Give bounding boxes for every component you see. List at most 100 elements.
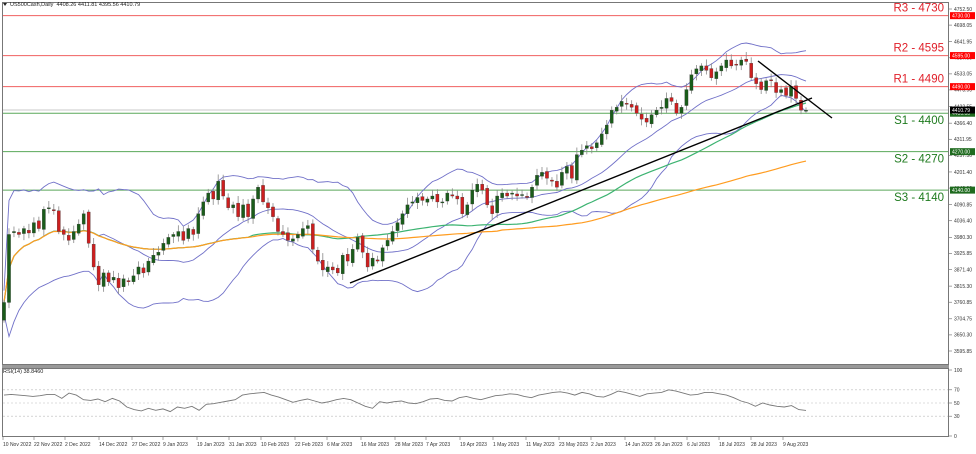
bear-candle	[375, 259, 380, 262]
bull-candle	[196, 213, 201, 234]
bull-candle	[7, 234, 11, 303]
bull-candle	[151, 255, 156, 263]
bull-candle	[76, 223, 81, 234]
bear-candle	[286, 232, 290, 241]
bull-candle	[764, 80, 768, 91]
level-price-tag	[950, 148, 975, 156]
rsi-axis[interactable]: 100 70 50 30 0	[949, 368, 963, 440]
bull-candle	[32, 222, 36, 234]
price-tick-label: 4698.05	[954, 23, 972, 29]
bull-candle	[719, 65, 724, 72]
rsi-header: RSI(14) 38.8460	[3, 369, 44, 375]
bull-candle	[101, 272, 106, 287]
rsi-pane-frame	[2, 368, 949, 437]
price-tick-label: 4311.95	[954, 137, 972, 143]
bear-candle	[729, 59, 734, 67]
price-tick-label: 3650.30	[954, 333, 972, 339]
bull-candle	[465, 204, 470, 215]
bollinger-lower	[3, 94, 807, 339]
bull-candle	[111, 277, 116, 281]
price-tick-label: 4036.40	[954, 219, 972, 225]
time-tick-label: 9 Aug 2023	[783, 442, 809, 448]
bull-candle	[609, 110, 614, 124]
rsi-tick-label: 50	[954, 401, 960, 407]
price-axis[interactable]: 4752.504698.054641.954587.504533.054478.…	[949, 7, 975, 355]
level-price-tag	[950, 186, 975, 194]
candlesticks	[2, 52, 808, 323]
bull-candle	[520, 194, 524, 196]
level-label-s2: S2 - 4270	[894, 154, 944, 166]
bear-candle	[281, 231, 285, 235]
rsi-tick-label: 70	[954, 388, 960, 394]
ohlc-values: 4408.26 4411.81 4395.56 4410.79	[56, 2, 141, 8]
bull-candle	[301, 228, 305, 237]
bear-candle	[734, 63, 739, 66]
bull-candle	[216, 181, 220, 201]
bull-candle	[350, 249, 355, 263]
bear-candle	[644, 118, 649, 123]
bull-candle	[410, 201, 415, 204]
bull-candle	[689, 74, 694, 91]
bull-candle	[136, 266, 141, 275]
bull-candle	[540, 172, 544, 177]
main-pane: R3 - 4730 R2 - 4595 R1 - 4490 S1 - 4400 S2 -…	[2, 2, 949, 365]
time-tick-label: 26 Jun 2023	[655, 442, 683, 448]
bear-candle	[754, 77, 758, 84]
rsi-line	[3, 389, 807, 413]
price-tick-label: 4090.85	[954, 202, 972, 208]
price-tick-label: 4478.90	[954, 88, 972, 94]
time-tick-label: 31 Jan 2023	[229, 442, 257, 448]
main-pane-frame	[2, 2, 949, 365]
price-tick-label: 4201.40	[954, 170, 972, 176]
price-tick-label: 3980.30	[954, 235, 972, 241]
bull-candle	[395, 222, 400, 231]
pane-separator[interactable]	[2, 365, 949, 368]
bull-candle	[779, 89, 783, 93]
bull-candle	[121, 278, 126, 287]
bear-candle	[545, 171, 549, 179]
bull-candle	[619, 101, 624, 107]
time-tick-label: 19 Jan 2023	[197, 442, 225, 448]
collapse-triangle-icon[interactable]	[3, 3, 7, 7]
descending-trendline[interactable]	[757, 60, 833, 119]
bull-candle	[296, 234, 300, 239]
price-tick-label: 4257.50	[954, 153, 972, 159]
bear-candle	[774, 82, 778, 93]
bull-candle	[370, 257, 375, 267]
level-label-r3: R3 - 4730	[893, 3, 944, 15]
time-tick-label: 10 Feb 2023	[261, 442, 289, 448]
bollinger-bands	[3, 42, 807, 339]
bear-candle	[96, 265, 101, 285]
bull-candle	[251, 198, 255, 219]
bull-candle	[475, 184, 479, 193]
bear-candle	[331, 266, 335, 271]
bear-candle	[17, 232, 21, 235]
bull-candle	[385, 240, 390, 247]
bull-candle	[679, 107, 684, 114]
rsi-tick-label: 0	[954, 434, 957, 440]
price-tick-label: 4533.05	[954, 72, 972, 78]
time-tick-label: 16 Mar 2023	[361, 442, 389, 448]
bear-candle	[67, 235, 71, 241]
bull-candle	[405, 204, 410, 214]
ascending-trendline[interactable]	[349, 97, 813, 284]
price-tick-label: 3760.85	[954, 300, 972, 306]
bull-candle	[241, 204, 245, 218]
time-axis[interactable]: 10 Nov 2022 22 Nov 2022 2 Dec 2022 14 Dec 2…	[2, 437, 809, 448]
bull-candle	[739, 59, 743, 66]
bull-candle	[535, 175, 539, 186]
bear-candle	[704, 65, 709, 71]
level-label-s1: S1 - 4400	[894, 115, 944, 127]
bear-candle	[52, 209, 56, 211]
time-tick-label: 11 May 2023	[526, 442, 555, 448]
current-price-tag-text: 4410.79	[952, 108, 970, 114]
bull-candle	[186, 228, 191, 239]
bollinger-upper	[3, 42, 807, 291]
price-tick-label: 3925.85	[954, 251, 972, 257]
bear-candle	[515, 193, 519, 197]
rsi-grid	[3, 389, 948, 417]
bear-candle	[624, 103, 629, 105]
time-tick-label: 18 Jul 2023	[719, 442, 745, 448]
bull-candle	[400, 213, 405, 225]
